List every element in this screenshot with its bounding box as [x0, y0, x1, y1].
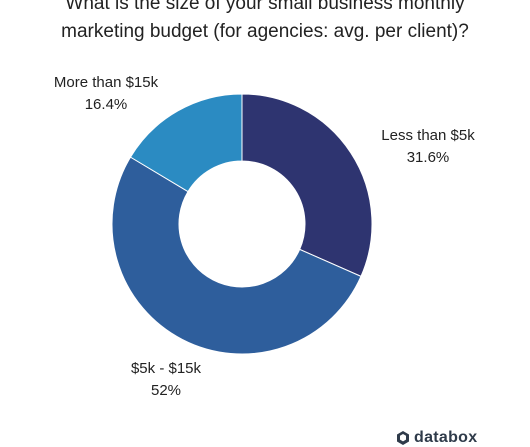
slice-value-1: 52% — [151, 382, 181, 399]
slice-label-0: Less than $5k — [381, 127, 475, 144]
chart-title-line-1: What is the size of your small business … — [65, 0, 465, 14]
brand-logo: databox — [396, 429, 478, 446]
slice-1 — [111, 156, 362, 355]
databox-logo-icon — [397, 431, 409, 445]
chart-title-line-2: marketing budget (for agencies: avg. per… — [61, 21, 469, 42]
brand-name: databox — [414, 429, 478, 446]
slice-value-2: 16.4% — [85, 96, 128, 113]
slice-value-0: 31.6% — [407, 149, 450, 166]
slice-2 — [129, 93, 243, 193]
slice-label-2: More than $15k — [54, 74, 159, 91]
chart-title: What is the size of your small business … — [0, 0, 530, 46]
slice-0 — [241, 93, 373, 278]
slice-label-1: $5k - $15k — [131, 360, 202, 377]
